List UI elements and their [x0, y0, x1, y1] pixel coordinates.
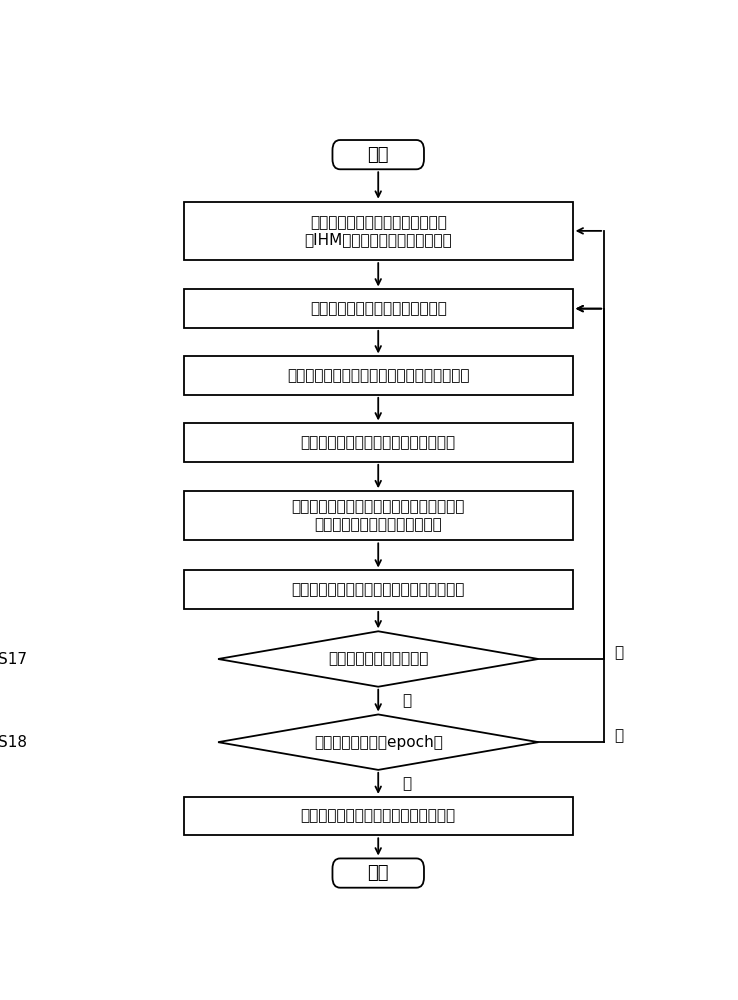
Text: 读取一个小批次所包含的学习数据: 读取一个小批次所包含的学习数据 — [310, 301, 446, 316]
Text: 否: 否 — [614, 728, 623, 744]
Text: 是否已读取全部学习数据: 是否已读取全部学习数据 — [328, 652, 429, 666]
Bar — [184, 202, 573, 260]
Text: 是: 是 — [402, 693, 411, 708]
Bar — [184, 356, 573, 395]
Text: 是否已重复规定的epoch数: 是否已重复规定的epoch数 — [314, 735, 443, 750]
Text: S17: S17 — [0, 652, 27, 666]
Text: 是: 是 — [402, 776, 411, 791]
Text: 保存通过学习而创建的学习完毕的模型: 保存通过学习而创建的学习完毕的模型 — [300, 809, 456, 824]
Text: 否: 否 — [614, 645, 623, 660]
Text: S18: S18 — [0, 735, 27, 750]
Text: 结束: 结束 — [368, 864, 389, 882]
Bar — [184, 423, 573, 462]
Bar — [184, 570, 573, 609]
Text: 开始: 开始 — [368, 146, 389, 164]
Polygon shape — [218, 631, 539, 687]
Bar — [184, 289, 573, 328]
Text: 将小批次所包含的各图像旋转随机角度: 将小批次所包含的各图像旋转随机角度 — [300, 435, 456, 450]
FancyBboxPatch shape — [333, 858, 424, 888]
Bar — [184, 797, 573, 835]
Polygon shape — [218, 714, 539, 770]
FancyBboxPatch shape — [333, 140, 424, 169]
Text: 使用小批次所包含的处理后的图像执行学习: 使用小批次所包含的处理后的图像执行学习 — [292, 582, 465, 597]
Text: 随机决定对多个小批次的学习数据
（IHM相位像及正解图像）的分配: 随机决定对多个小批次的学习数据 （IHM相位像及正解图像）的分配 — [304, 215, 452, 247]
Bar — [184, 491, 573, 540]
Text: 利用以旋转后的图像的框为轴的镜像翻转，
填补随着旋转而图像欠缺的区域: 利用以旋转后的图像的框为轴的镜像翻转， 填补随着旋转而图像欠缺的区域 — [292, 500, 465, 532]
Text: 随机地上下或左右翻转小批次所包含的各图像: 随机地上下或左右翻转小批次所包含的各图像 — [287, 368, 469, 383]
